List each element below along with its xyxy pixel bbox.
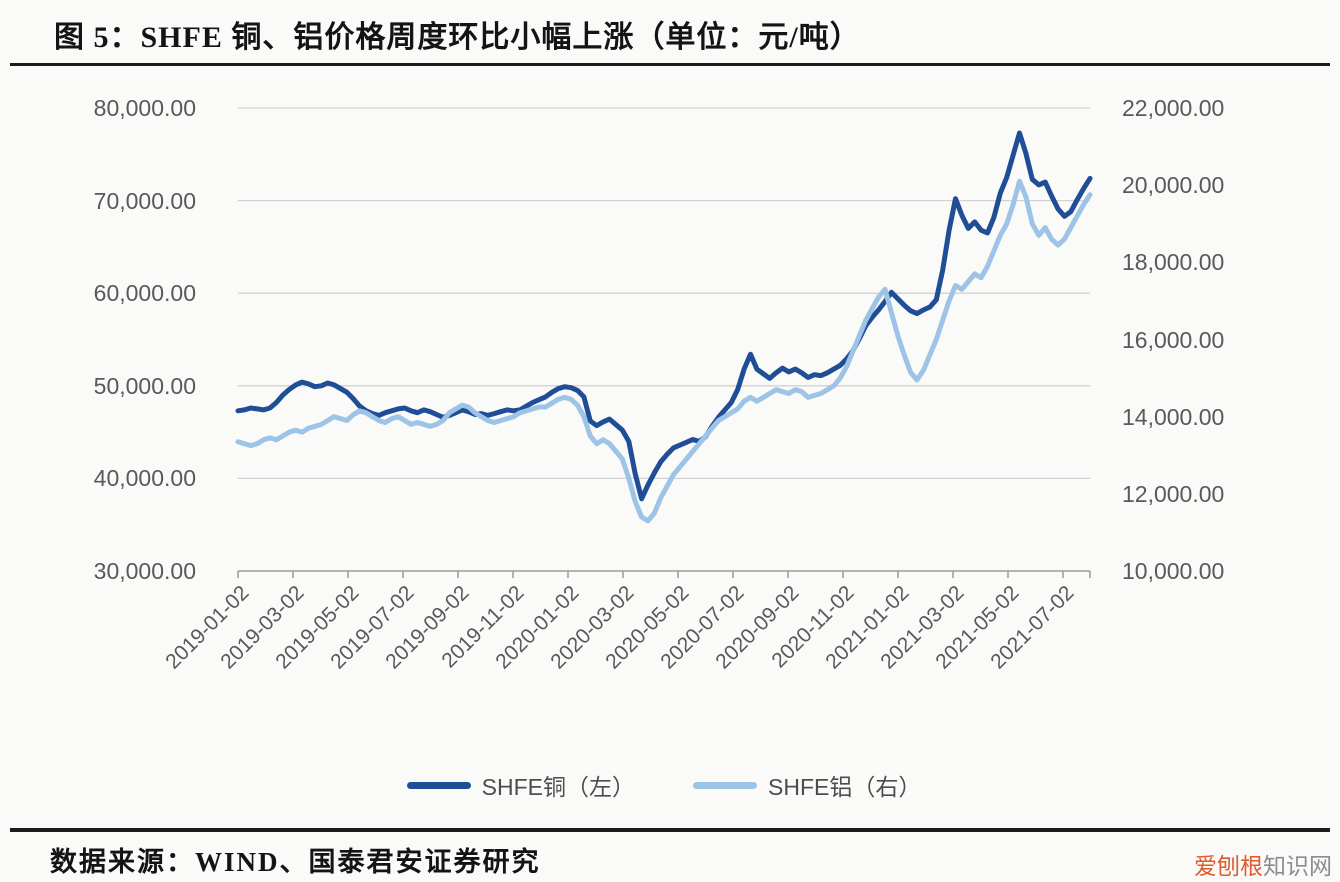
- right-axis-tick-label: 20,000.00: [1122, 172, 1225, 199]
- watermark-suffix: 知识网: [1263, 853, 1332, 879]
- right-axis-tick-label: 16,000.00: [1122, 326, 1225, 353]
- legend-item-aluminum: SHFE铝（右）: [693, 768, 921, 802]
- series-line-copper: [235, 130, 1093, 502]
- left-axis-tick-label: 70,000.00: [93, 187, 196, 214]
- legend-swatch: [406, 781, 471, 789]
- legend-swatch: [693, 781, 757, 789]
- right-axis-tick-label: 12,000.00: [1122, 480, 1225, 507]
- data-source: 数据来源：WIND、国泰君安证券研究: [50, 847, 541, 877]
- figure-title: 图 5：SHFE 铜、铝价格周度环比小幅上涨（单位：元/吨）: [54, 21, 861, 54]
- left-axis-tick-label: 60,000.00: [93, 280, 196, 307]
- left-axis-tick-label: 50,000.00: [93, 372, 196, 399]
- left-axis-tick-label: 80,000.00: [93, 95, 196, 121]
- left-axis-tick-label: 30,000.00: [93, 558, 196, 584]
- watermark: 爱刨根知识网: [1194, 847, 1332, 881]
- title-divider: [10, 63, 1330, 66]
- left-axis-tick-label: 40,000.00: [93, 465, 196, 492]
- series-line-aluminum: [235, 178, 1093, 524]
- right-axis-tick-label: 14,000.00: [1122, 403, 1225, 430]
- right-axis-tick-label: 18,000.00: [1122, 249, 1225, 276]
- watermark-brand: 爱刨根: [1194, 853, 1263, 879]
- legend-label: SHFE铝（右）: [768, 774, 922, 800]
- right-axis-tick-label: 10,000.00: [1122, 558, 1225, 584]
- legend-item-copper: SHFE铜（左）: [406, 768, 635, 802]
- right-axis-tick-label: 22,000.00: [1122, 95, 1225, 121]
- chart-legend: SHFE铜（左） SHFE铝（右）: [238, 768, 1090, 802]
- footer-divider: [10, 828, 1330, 832]
- legend-label: SHFE铜（左）: [481, 774, 635, 800]
